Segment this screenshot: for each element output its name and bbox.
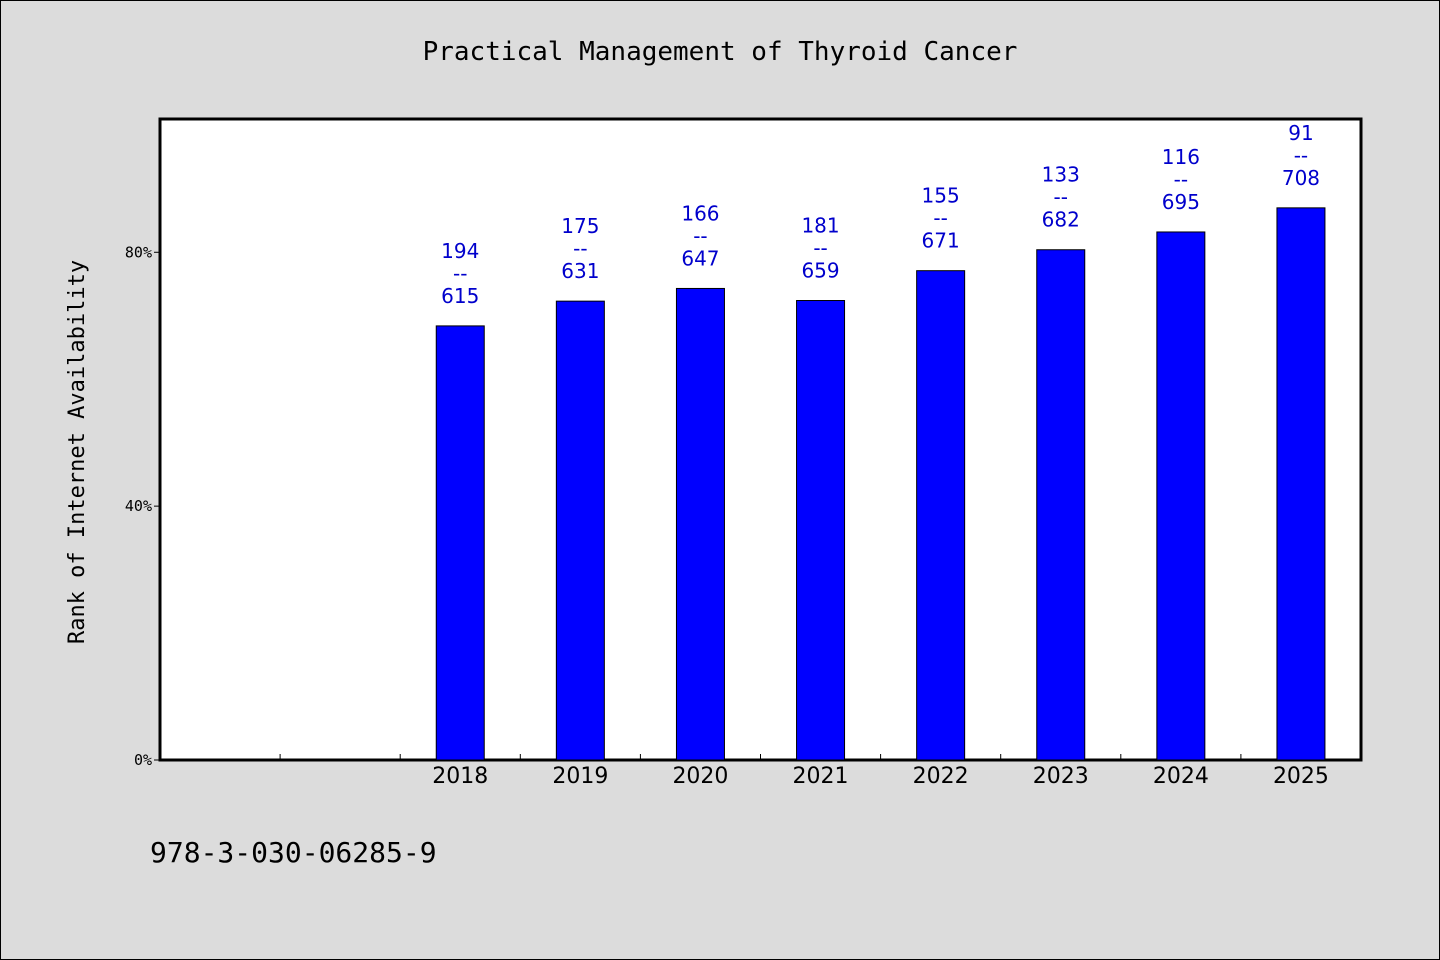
data-label: -- xyxy=(1174,167,1188,191)
data-label: -- xyxy=(933,206,947,230)
data-label: 682 xyxy=(1042,208,1080,232)
x-tick-label: 2022 xyxy=(913,764,969,789)
data-label: 181 xyxy=(801,214,839,238)
y-tick-label: 0% xyxy=(134,751,152,769)
bars xyxy=(435,207,1326,761)
y-axis-ticks: 0% 40% 80% xyxy=(125,243,160,769)
data-label: -- xyxy=(1054,185,1068,209)
y-tick-label: 40% xyxy=(125,497,152,515)
x-tick-label: 2020 xyxy=(672,764,728,789)
bar xyxy=(1036,249,1086,761)
x-tick-label: 2018 xyxy=(432,764,488,789)
bar xyxy=(1156,231,1206,761)
bar xyxy=(796,300,846,761)
data-label: -- xyxy=(813,236,827,260)
data-label: 695 xyxy=(1162,190,1200,214)
data-label: 175 xyxy=(561,214,599,238)
data-label: 116 xyxy=(1162,145,1200,169)
data-label: 631 xyxy=(561,259,599,283)
bar xyxy=(555,300,605,761)
data-label: 91 xyxy=(1288,121,1313,145)
data-label: 671 xyxy=(922,229,960,253)
x-tick-label: 2019 xyxy=(552,764,608,789)
data-label: 194 xyxy=(441,239,479,263)
data-label: -- xyxy=(1294,143,1308,167)
y-tick-label: 80% xyxy=(125,243,152,261)
x-tick-label: 2021 xyxy=(793,764,849,789)
data-label: 133 xyxy=(1042,163,1080,187)
data-label: 647 xyxy=(681,246,719,270)
data-label: 166 xyxy=(681,201,719,225)
isbn-text: 978-3-030-06285-9 xyxy=(150,836,437,869)
x-axis-ticks: 2018 2019 2020 2021 2022 2023 2024 2025 xyxy=(279,754,1329,789)
x-tick-label: 2024 xyxy=(1153,764,1209,789)
bar xyxy=(675,287,725,761)
x-tick-label: 2023 xyxy=(1033,764,1089,789)
data-labels: 194--615175--631166--647181--659155--671… xyxy=(441,121,1320,308)
x-tick-label: 2025 xyxy=(1273,764,1329,789)
y-axis-label: Rank of Internet Availability xyxy=(65,260,90,644)
data-label: 155 xyxy=(922,184,960,208)
bar xyxy=(1276,207,1326,761)
data-label: -- xyxy=(453,261,467,285)
data-label: -- xyxy=(693,224,707,248)
data-label: 615 xyxy=(441,284,479,308)
data-label: -- xyxy=(573,237,587,261)
data-label: 659 xyxy=(801,259,839,283)
bar xyxy=(435,325,485,761)
bar xyxy=(916,270,966,761)
chart-title: Practical Management of Thyroid Cancer xyxy=(423,37,1018,67)
data-label: 708 xyxy=(1282,166,1320,190)
